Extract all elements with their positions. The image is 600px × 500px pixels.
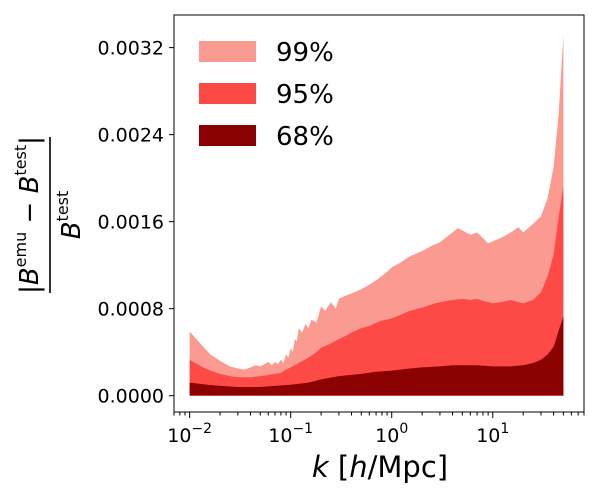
area-series-1 [189, 185, 564, 396]
area-layer [189, 34, 564, 396]
x-tick-label: 100 [375, 421, 408, 447]
x-axis-label: k [h/Mpc] [312, 450, 448, 484]
plot-frame [173, 14, 585, 413]
legend: 99% 95% 68% [199, 38, 334, 152]
legend-swatch [199, 41, 256, 62]
legend-swatch [199, 83, 256, 104]
y-axis-ticks: 0.0000 0.0008 0.0016 0.0024 0.0032 [98, 38, 174, 408]
y-axis-label: |Bemu − Btest| Btest [11, 136, 87, 294]
x-tick-label: 10−1 [268, 421, 313, 447]
y-tick-label: 0.0024 [98, 125, 164, 147]
legend-label: 99% [276, 38, 334, 68]
y-tick-label: 0.0032 [98, 38, 164, 60]
y-axis-label-numerator: |Bemu − Btest| [11, 136, 45, 294]
y-tick-label: 0.0016 [98, 212, 164, 234]
x-tick-label: 101 [476, 421, 509, 447]
y-axis-label-denominator: Btest [53, 191, 87, 240]
x-tick-label: 10−2 [167, 421, 212, 447]
legend-label: 68% [276, 122, 334, 152]
x-axis-ticks: 10−2 10−1 100 101 [167, 412, 585, 447]
y-tick-label: 0.0008 [98, 299, 164, 321]
legend-swatch [199, 125, 256, 146]
legend-label: 95% [276, 80, 334, 110]
area-series-2 [189, 316, 564, 396]
y-tick-label: 0.0000 [98, 386, 164, 408]
